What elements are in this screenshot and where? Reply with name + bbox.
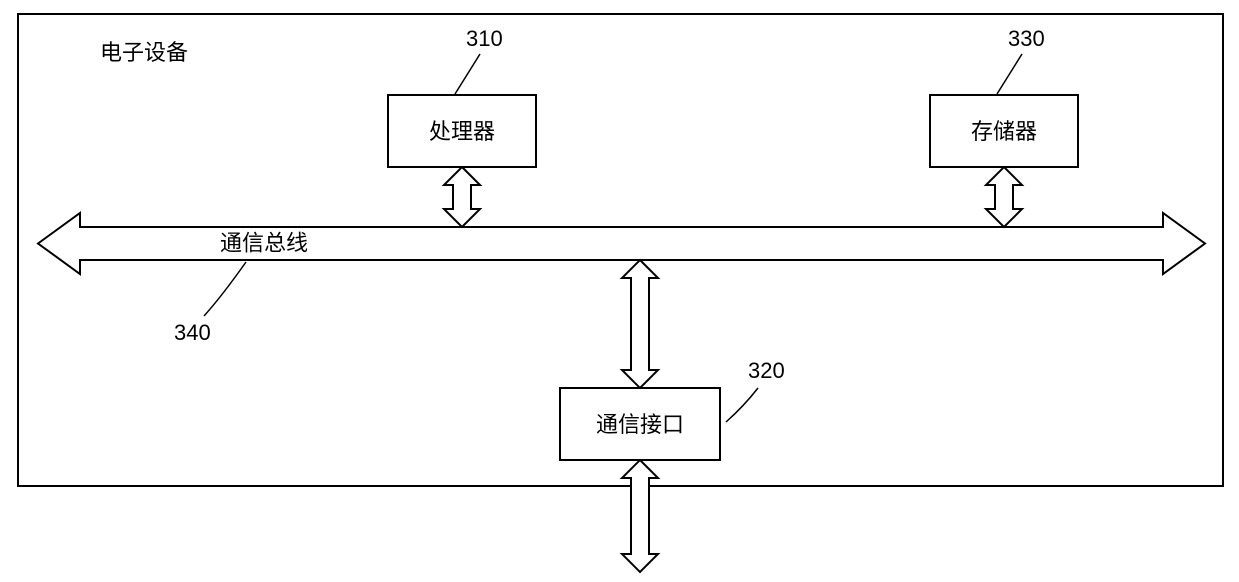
ref-num-310: 310 <box>466 26 503 51</box>
ref-num-320: 320 <box>748 358 785 383</box>
diagram-svg: 电子设备通信总线 处理器 存储器通信接口 310 330 320 340 <box>0 0 1239 582</box>
ref-num-330: 330 <box>1008 26 1045 51</box>
block-diagram: 电子设备通信总线 处理器 存储器通信接口 310 330 320 340 <box>0 0 1239 582</box>
node-label-comm-interface: 通信接口 <box>596 412 684 437</box>
node-label-processor: 处理器 <box>429 119 495 144</box>
diagram-title: 电子设备 <box>100 40 188 65</box>
node-label-memory: 存储器 <box>971 119 1037 144</box>
communication-bus <box>38 213 1205 274</box>
bus-label: 通信总线 <box>220 231 308 256</box>
ref-num-340: 340 <box>174 320 211 345</box>
